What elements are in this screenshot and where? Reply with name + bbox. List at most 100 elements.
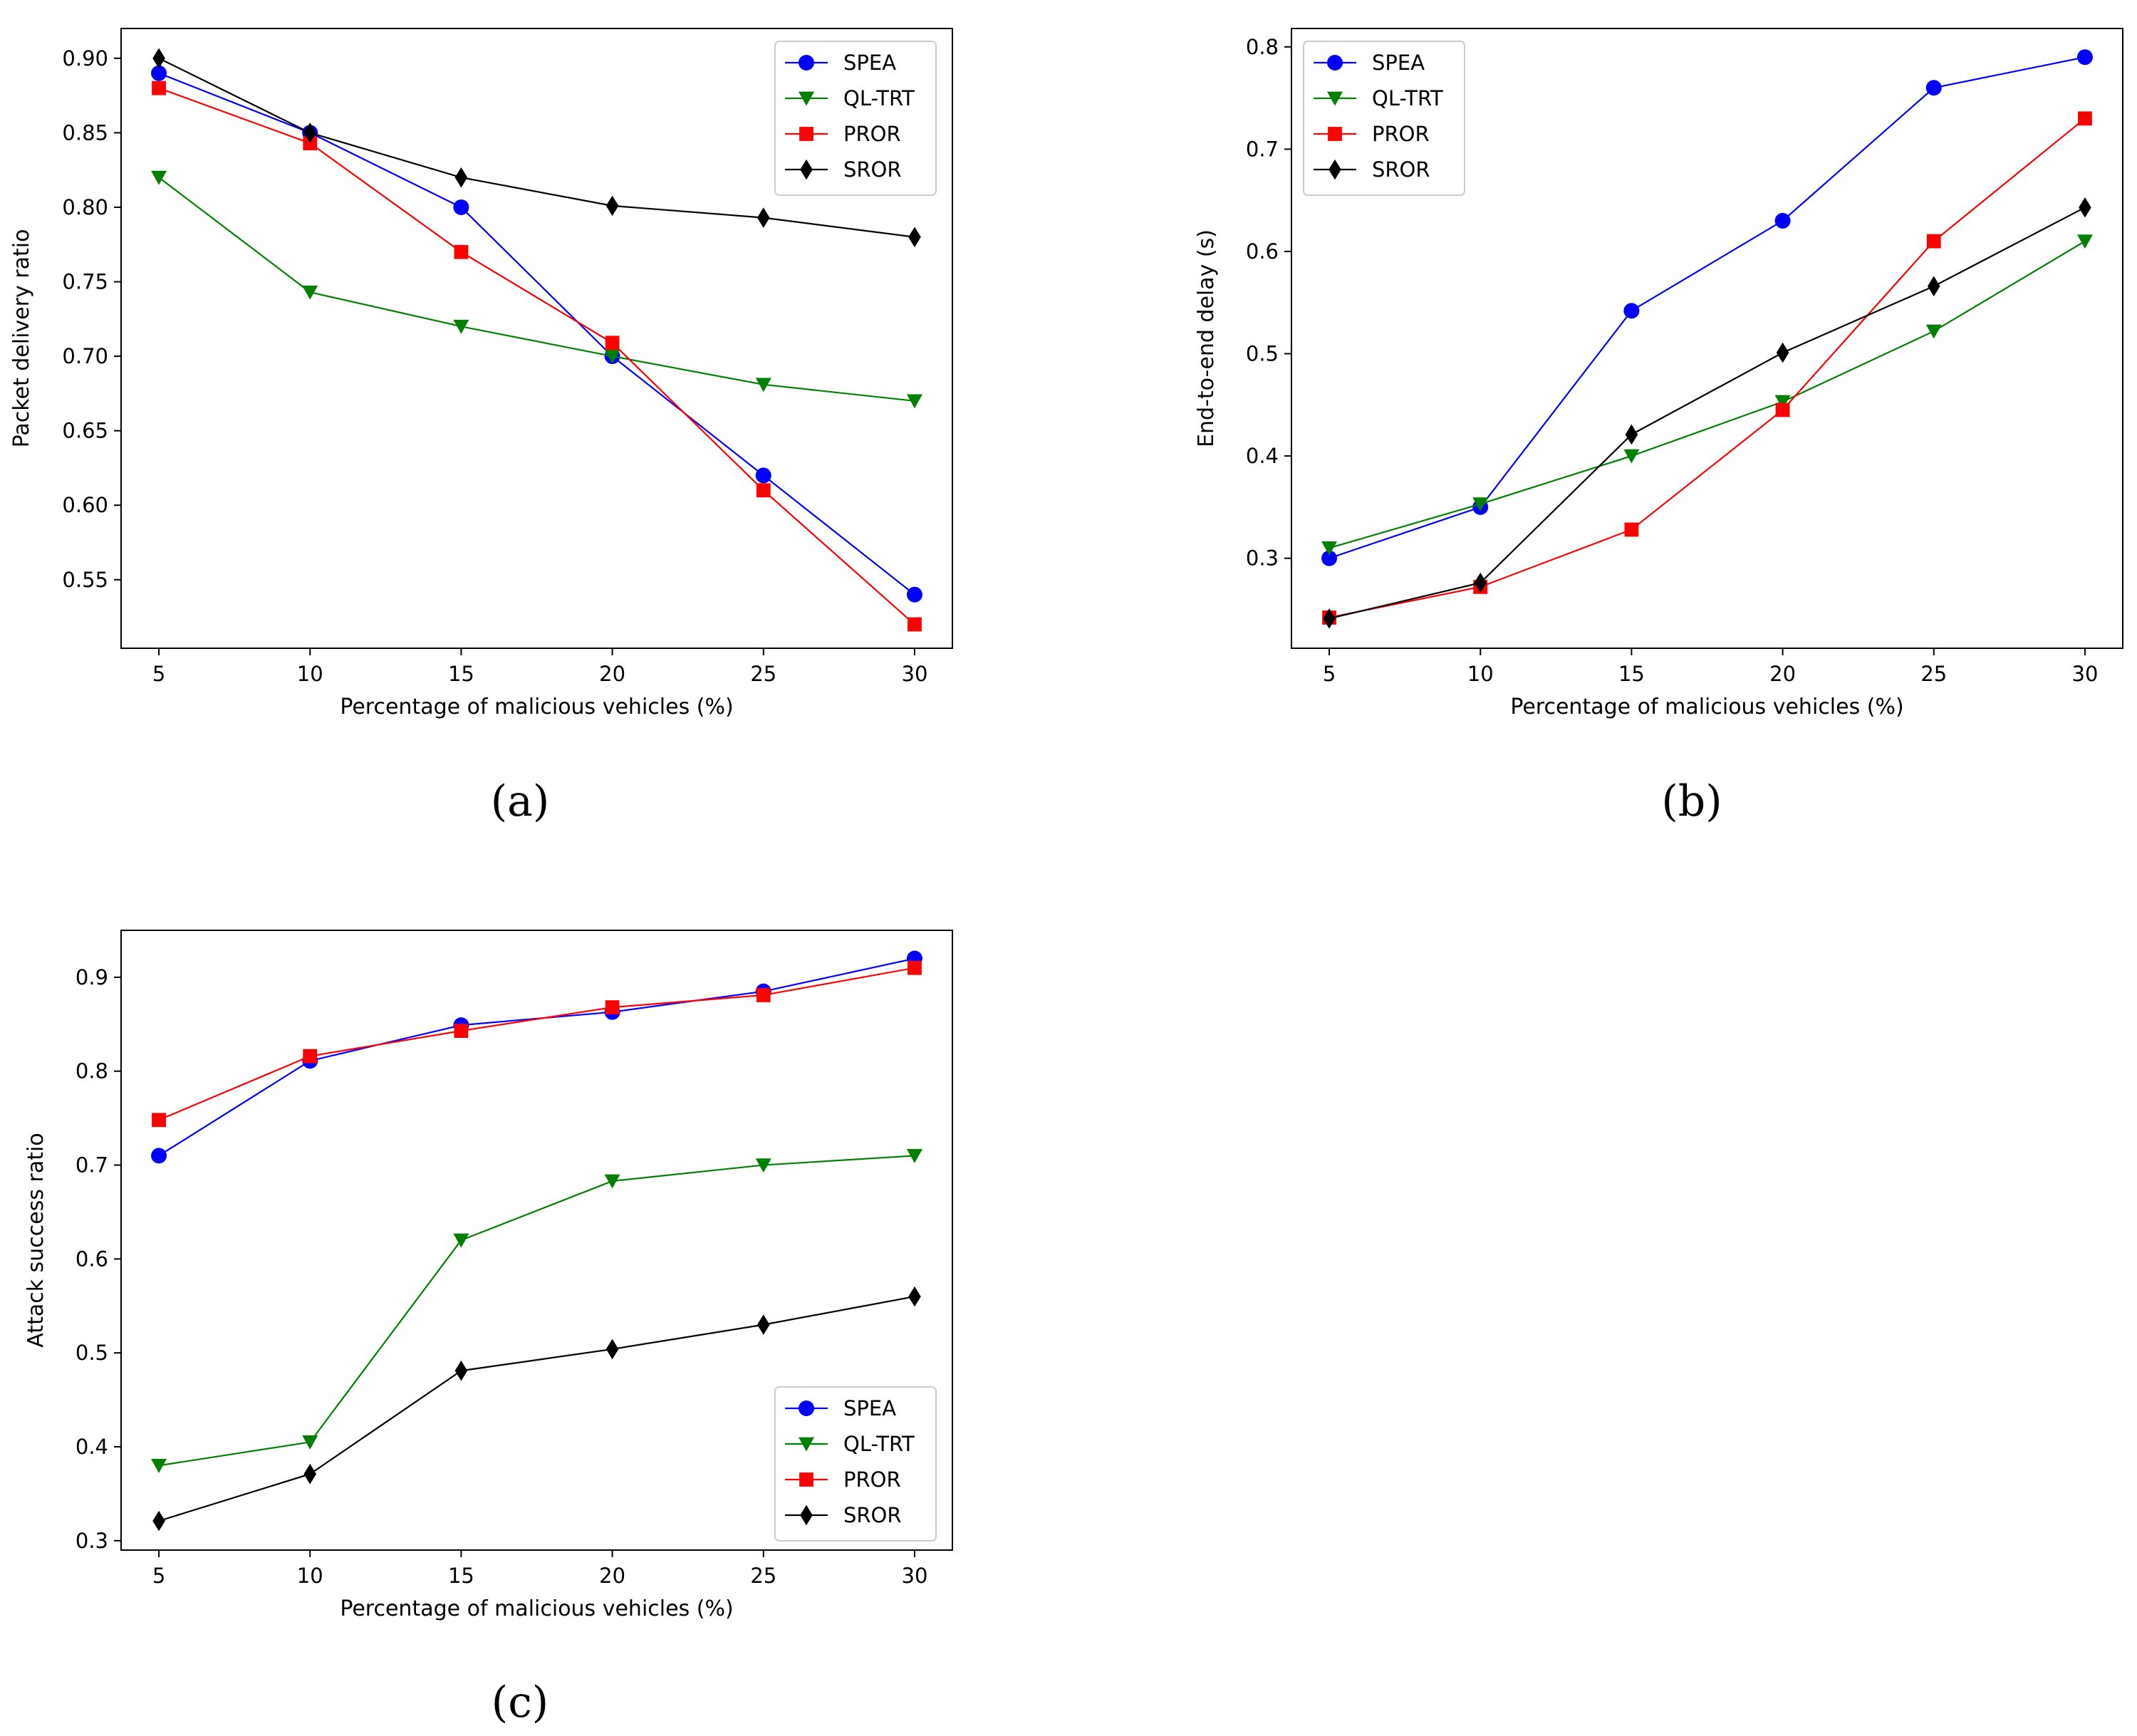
legend-label: SROR <box>843 1503 902 1527</box>
data-point <box>151 170 167 185</box>
legend-marker <box>1327 55 1343 71</box>
series-line <box>1329 56 2086 559</box>
data-point <box>302 285 318 300</box>
x-tick-label: 25 <box>1920 662 1947 686</box>
data-point <box>1774 212 1791 229</box>
data-point <box>1776 342 1789 363</box>
x-tick-label: 10 <box>1467 662 1494 686</box>
series-line <box>158 177 915 402</box>
data-point <box>756 988 771 1002</box>
data-point <box>2078 111 2092 126</box>
legend-label: PROR <box>843 1467 901 1492</box>
data-point <box>605 1339 619 1360</box>
data-point <box>454 1024 469 1038</box>
series-line <box>158 57 915 238</box>
data-point <box>2076 234 2093 249</box>
legend-marker <box>800 159 813 180</box>
y-tick-label: 0.70 <box>62 344 108 368</box>
y-tick-label: 0.6 <box>76 1247 108 1271</box>
data-point <box>908 617 922 632</box>
data-point <box>1925 324 1942 339</box>
y-axis-label: Attack success ratio <box>24 1133 48 1347</box>
data-point <box>1472 497 1489 512</box>
data-point <box>1625 424 1638 445</box>
data-point <box>303 1049 318 1064</box>
series-pror <box>152 960 922 1128</box>
y-tick-label: 0.75 <box>62 270 108 294</box>
series-ql-trt <box>151 1149 922 1473</box>
x-tick-label: 15 <box>448 1564 474 1588</box>
y-tick-label: 0.8 <box>1246 35 1279 59</box>
data-point <box>453 199 469 215</box>
data-point <box>756 483 771 498</box>
data-point <box>756 1314 770 1335</box>
x-tick-label: 5 <box>152 1564 165 1588</box>
series-ql-trt <box>1321 234 2093 556</box>
x-tick-label: 30 <box>902 662 928 686</box>
series-spea <box>151 950 922 1164</box>
series-line <box>1329 118 2086 619</box>
legend-marker <box>799 1400 814 1416</box>
data-point <box>605 195 619 217</box>
data-point <box>906 586 922 603</box>
data-point <box>908 1286 921 1307</box>
plot-frame <box>1291 28 2123 649</box>
x-tick-label: 5 <box>1323 662 1336 686</box>
data-point <box>1323 608 1336 629</box>
y-tick-label: 0.5 <box>76 1341 108 1365</box>
legend-box <box>1303 41 1465 196</box>
y-tick-label: 0.5 <box>1246 342 1279 366</box>
series-sror <box>152 1286 921 1532</box>
legend-label: SPEA <box>1372 51 1425 75</box>
y-tick-label: 0.80 <box>62 195 108 219</box>
data-point <box>152 80 166 95</box>
y-tick-label: 0.9 <box>76 965 108 989</box>
series-pror <box>152 80 922 632</box>
series-line <box>158 87 915 625</box>
y-tick-label: 0.8 <box>76 1059 108 1083</box>
x-axis-label: Percentage of malicious vehicles (%) <box>1510 695 1903 719</box>
data-point <box>605 336 620 350</box>
y-tick-label: 0.4 <box>1246 444 1279 468</box>
data-point <box>1624 522 1639 537</box>
y-tick-label: 0.7 <box>76 1153 108 1178</box>
data-point <box>755 1158 771 1173</box>
x-tick-label: 25 <box>750 662 776 686</box>
data-point <box>1774 395 1791 410</box>
legend-box <box>774 1386 937 1542</box>
legend: SPEA QL-TRT PROR SROR <box>774 41 937 196</box>
legend: SPEA QL-TRT PROR SROR <box>1303 41 1465 196</box>
data-point <box>1925 80 1942 96</box>
legend: SPEA QL-TRT PROR SROR <box>774 1386 937 1542</box>
y-tick-label: 0.3 <box>1246 546 1279 571</box>
data-point <box>151 1459 167 1473</box>
y-tick-label: 0.6 <box>1246 239 1279 264</box>
y-axis-label: Packet delivery ratio <box>9 229 34 448</box>
legend-label: QL-TRT <box>843 86 915 110</box>
chart-panel-c: 5 10 15 20 25 30 0.3 0.4 0.5 0.6 0.7 0.8 0.9 Percenta… <box>24 930 953 1727</box>
data-point <box>1623 449 1640 464</box>
legend-marker <box>799 127 813 141</box>
data-point <box>151 1148 167 1164</box>
legend-marker <box>800 1504 813 1526</box>
legend-label: PROR <box>843 122 901 146</box>
data-point <box>604 1174 620 1189</box>
data-point <box>303 136 318 150</box>
legend-label: SROR <box>1372 157 1430 182</box>
data-point <box>1623 303 1640 319</box>
y-tick-label: 0.3 <box>76 1529 108 1553</box>
data-point <box>1321 550 1338 566</box>
series-line <box>158 72 915 596</box>
y-tick-label: 0.85 <box>62 120 108 145</box>
legend-marker <box>799 1437 814 1452</box>
legend-label: PROR <box>1372 122 1430 146</box>
data-point <box>908 960 922 975</box>
x-tick-label: 20 <box>599 662 625 686</box>
data-point <box>1321 541 1338 556</box>
data-point <box>755 467 771 484</box>
x-tick-label: 25 <box>750 1564 776 1588</box>
series-line <box>158 1296 915 1522</box>
x-tick-label: 15 <box>448 662 474 686</box>
series-sror <box>1323 197 2091 629</box>
